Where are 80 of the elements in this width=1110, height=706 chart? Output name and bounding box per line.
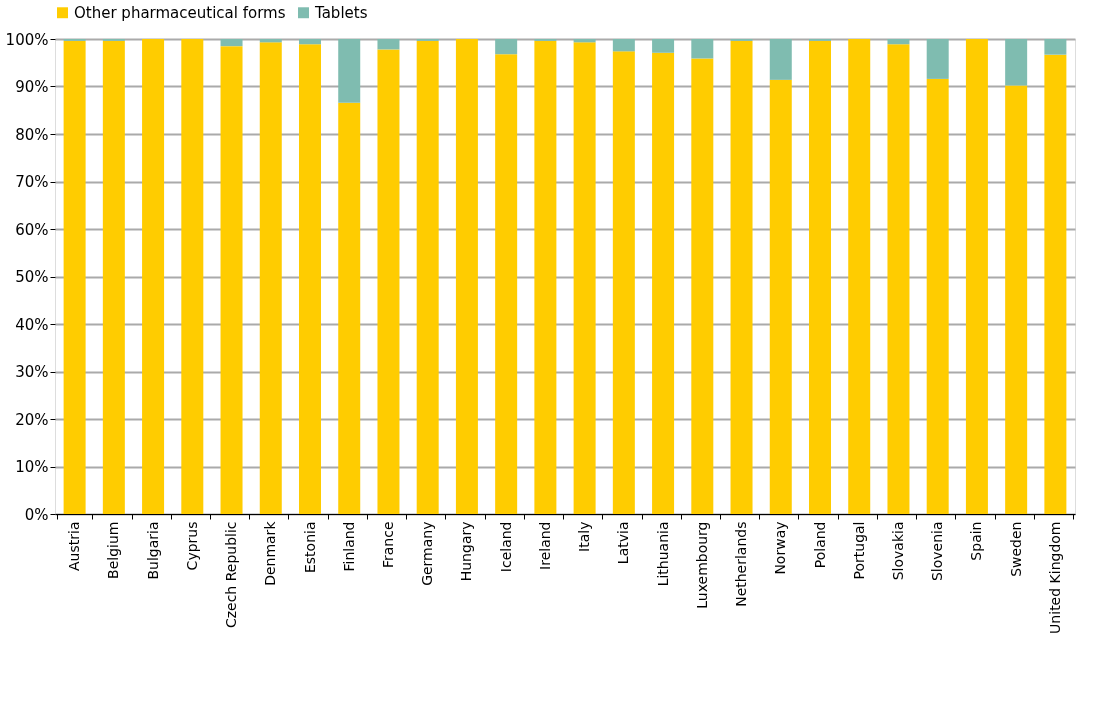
x-tick-label: United Kingdom xyxy=(1046,521,1063,634)
legend-label: Tablets xyxy=(314,3,368,22)
x-tick-label: Hungary xyxy=(458,521,475,582)
bar xyxy=(220,39,243,47)
bar xyxy=(142,39,165,514)
bar xyxy=(377,39,400,50)
bar xyxy=(612,39,635,52)
x-tick-label: Ireland xyxy=(536,521,553,570)
bar xyxy=(495,39,518,55)
y-tick-label: 20% xyxy=(15,410,49,429)
bar xyxy=(691,58,714,514)
y-tick-label: 0% xyxy=(24,505,49,524)
bar xyxy=(259,42,282,514)
legend-label: Other pharmaceutical forms xyxy=(74,3,286,22)
y-tick-label: 60% xyxy=(15,220,49,239)
x-tick-label: Lithuania xyxy=(654,521,671,587)
bar xyxy=(612,51,635,514)
x-tick-label: Poland xyxy=(811,521,828,569)
bar xyxy=(652,52,675,514)
x-tick-label: Austria xyxy=(66,521,83,571)
bar xyxy=(965,39,988,514)
x-tick-label: Spain xyxy=(968,521,985,561)
bar xyxy=(887,39,910,45)
y-tick-label: 70% xyxy=(15,173,49,191)
bar xyxy=(338,102,361,514)
bar xyxy=(1044,39,1067,55)
x-tick-label: Italy xyxy=(576,521,593,552)
x-tick-label: Netherlands xyxy=(733,521,750,607)
bar xyxy=(495,54,518,514)
bar xyxy=(1044,54,1067,514)
bar xyxy=(809,40,831,514)
y-tick-label: 50% xyxy=(15,268,49,286)
x-tick-label: France xyxy=(379,521,396,569)
x-tick-label: Norway xyxy=(772,521,789,575)
bar xyxy=(769,79,792,514)
x-tick-label: Portugal xyxy=(850,521,867,580)
x-tick-label: Cyprus xyxy=(183,521,200,571)
x-tick-label: Estonia xyxy=(301,521,318,574)
bar xyxy=(769,39,792,80)
y-tick-label: 40% xyxy=(15,315,49,334)
bar xyxy=(102,40,125,514)
bar xyxy=(259,39,282,43)
bar xyxy=(730,40,753,514)
bar xyxy=(573,39,596,43)
bar xyxy=(691,39,714,59)
bar xyxy=(455,39,478,514)
x-tick-label: Latvia xyxy=(615,521,632,565)
x-tick-label: Denmark xyxy=(262,520,279,586)
x-tick-label: Slovakia xyxy=(889,521,906,581)
x-tick-label: Slovenia xyxy=(929,521,946,582)
y-tick-label: 100% xyxy=(5,30,49,49)
bar xyxy=(220,46,243,514)
y-tick-label: 30% xyxy=(15,363,49,381)
x-tick-label: Iceland xyxy=(497,521,514,573)
x-tick-label: Germany xyxy=(419,521,436,586)
bar xyxy=(299,39,321,45)
bar xyxy=(1005,39,1028,86)
x-tick-label: Sweden xyxy=(1007,521,1024,577)
bar xyxy=(887,44,910,514)
bar xyxy=(377,49,400,514)
y-tick-label: 10% xyxy=(15,458,49,476)
x-tick-label: Belgium xyxy=(105,521,122,579)
bar xyxy=(299,44,321,514)
bar xyxy=(573,42,596,514)
y-tick-label: 80% xyxy=(15,125,49,144)
y-tick-label: 90% xyxy=(15,78,49,96)
x-tick-label: Bulgaria xyxy=(144,521,161,580)
x-tick-label: Czech Republic xyxy=(223,521,240,629)
bar xyxy=(181,39,204,514)
bar xyxy=(338,39,361,103)
bar xyxy=(652,39,675,53)
bar xyxy=(926,39,949,79)
x-tick-label: Finland xyxy=(340,521,357,572)
bar xyxy=(926,78,949,514)
bar xyxy=(63,40,86,514)
x-tick-label: Luxembourg xyxy=(693,521,710,609)
bar xyxy=(1005,85,1028,514)
bar xyxy=(416,40,439,514)
bar xyxy=(848,39,871,514)
bar xyxy=(534,40,557,514)
